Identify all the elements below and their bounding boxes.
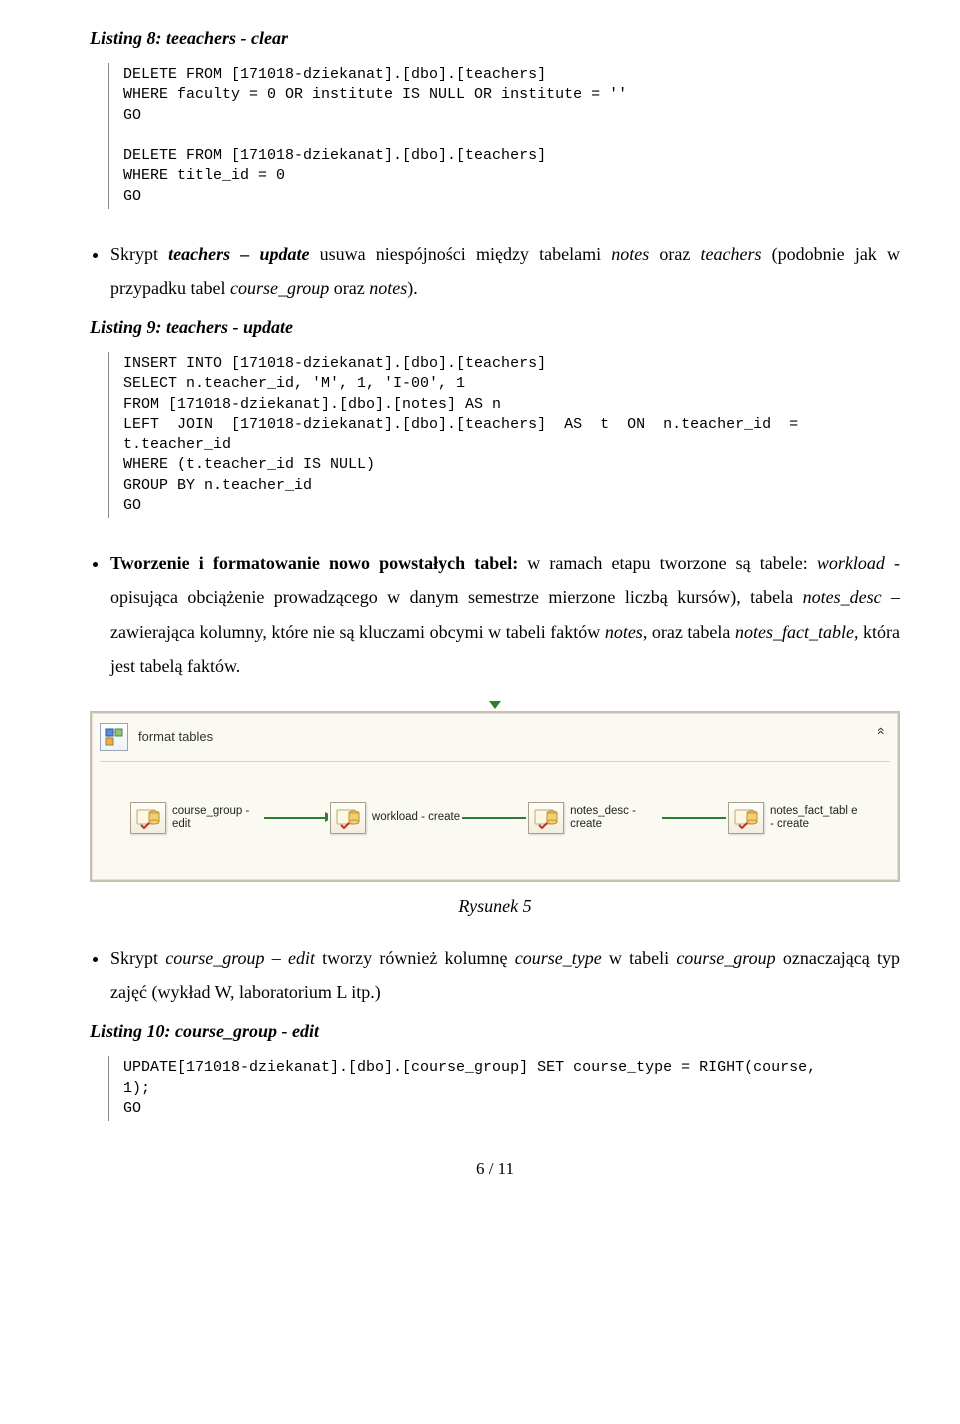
bullet3: Skrypt course_group – edit tworzy równie… — [110, 941, 900, 1009]
document-page: Listing 8: teeachers - clear DELETE FROM… — [0, 0, 960, 1219]
bullet-list-2: Tworzenie i formatowanie nowo powstałych… — [90, 546, 900, 683]
task-label: notes_fact_tabl e - create — [770, 805, 860, 831]
bullet2-i3: notes — [605, 622, 643, 642]
collapse-chevron-icon[interactable]: « — [874, 727, 890, 735]
bullet2: Tworzenie i formatowanie nowo powstałych… — [110, 546, 900, 683]
listing10-title: Listing 10: course_group - edit — [90, 1021, 900, 1042]
task-node[interactable]: workload - create — [328, 802, 462, 834]
listing8-prefix: Listing 8: — [90, 28, 162, 48]
listing10-body: course_group - edit — [171, 1021, 320, 1041]
task-node[interactable]: course_group - edit — [128, 802, 264, 834]
diagram-header: format tables « — [100, 719, 890, 761]
sql-task-icon — [528, 802, 564, 834]
bullet1-m2: oraz — [649, 244, 700, 264]
listing9-code: INSERT INTO [171018-dziekanat].[dbo].[te… — [108, 352, 900, 518]
bullet3-t2: w tabeli — [602, 948, 677, 968]
task-node[interactable]: notes_desc - create — [526, 802, 662, 834]
bullet1-pre: Skrypt — [110, 244, 168, 264]
diagram-body: course_group - edit workload - create no… — [100, 761, 890, 866]
bullet1-scriptname: teachers – update — [168, 244, 309, 264]
bullet2-t4: , oraz tabela — [643, 622, 735, 642]
listing9-prefix: Listing 9: — [90, 317, 162, 337]
sql-task-icon — [130, 802, 166, 834]
bullet3-i3: course_group — [676, 948, 775, 968]
diagram-header-label: format tables — [138, 729, 213, 744]
listing10-prefix: Listing 10: — [90, 1021, 171, 1041]
page-number: 6 / 11 — [90, 1159, 900, 1179]
bullet1-i1: notes — [611, 244, 649, 264]
bullet2-t1: w ramach etapu tworzone są tabele: — [518, 553, 817, 573]
bullet2-i4: notes_fact_table — [735, 622, 854, 642]
sql-task-icon — [728, 802, 764, 834]
task-label: notes_desc - create — [570, 805, 660, 831]
listing9-title: Listing 9: teachers - update — [90, 317, 900, 338]
bullet1-m4: oraz — [329, 278, 369, 298]
down-triangle-icon — [489, 701, 501, 709]
bullet3-pre: Skrypt — [110, 948, 165, 968]
listing10-code: UPDATE[171018-dziekanat].[dbo].[course_g… — [108, 1056, 900, 1121]
listing8-body: teeachers - clear — [162, 28, 288, 48]
listing9-body: teachers - update — [162, 317, 293, 337]
bullet2-b1: Tworzenie i formatowanie nowo powstałych… — [110, 553, 518, 573]
bullet3-t1: tworzy również kolumnę — [315, 948, 515, 968]
bullet1-i2: teachers — [701, 244, 762, 264]
bullet2-i2: notes_desc — [803, 587, 882, 607]
sql-task-icon — [330, 802, 366, 834]
figure5-caption: Rysunek 5 — [90, 896, 900, 917]
bullet1-tail: ). — [407, 278, 418, 298]
bullet3-i1: course_group – edit — [165, 948, 315, 968]
bullet1-i3: course_group — [230, 278, 329, 298]
sequence-container-icon — [100, 723, 128, 751]
task-node[interactable]: notes_fact_tabl e - create — [726, 802, 862, 834]
task-label: course_group - edit — [172, 805, 262, 831]
bullet1-m1: usuwa niespójności między tabelami — [309, 244, 611, 264]
listing8-title: Listing 8: teeachers - clear — [90, 28, 900, 49]
bullet2-i1: workload — [817, 553, 885, 573]
bullet3-i2: course_type — [515, 948, 602, 968]
bullet-list-3: Skrypt course_group – edit tworzy równie… — [90, 941, 900, 1009]
bullet1-i4: notes — [369, 278, 407, 298]
task-label: workload - create — [372, 811, 460, 824]
bullet1: Skrypt teachers – update usuwa niespójno… — [110, 237, 900, 305]
listing8-code: DELETE FROM [171018-dziekanat].[dbo].[te… — [108, 63, 900, 209]
diagram-container: format tables « course_group - edit — [90, 711, 900, 882]
bullet-list-1: Skrypt teachers – update usuwa niespójno… — [90, 237, 900, 305]
ssis-diagram: format tables « course_group - edit — [90, 701, 900, 882]
